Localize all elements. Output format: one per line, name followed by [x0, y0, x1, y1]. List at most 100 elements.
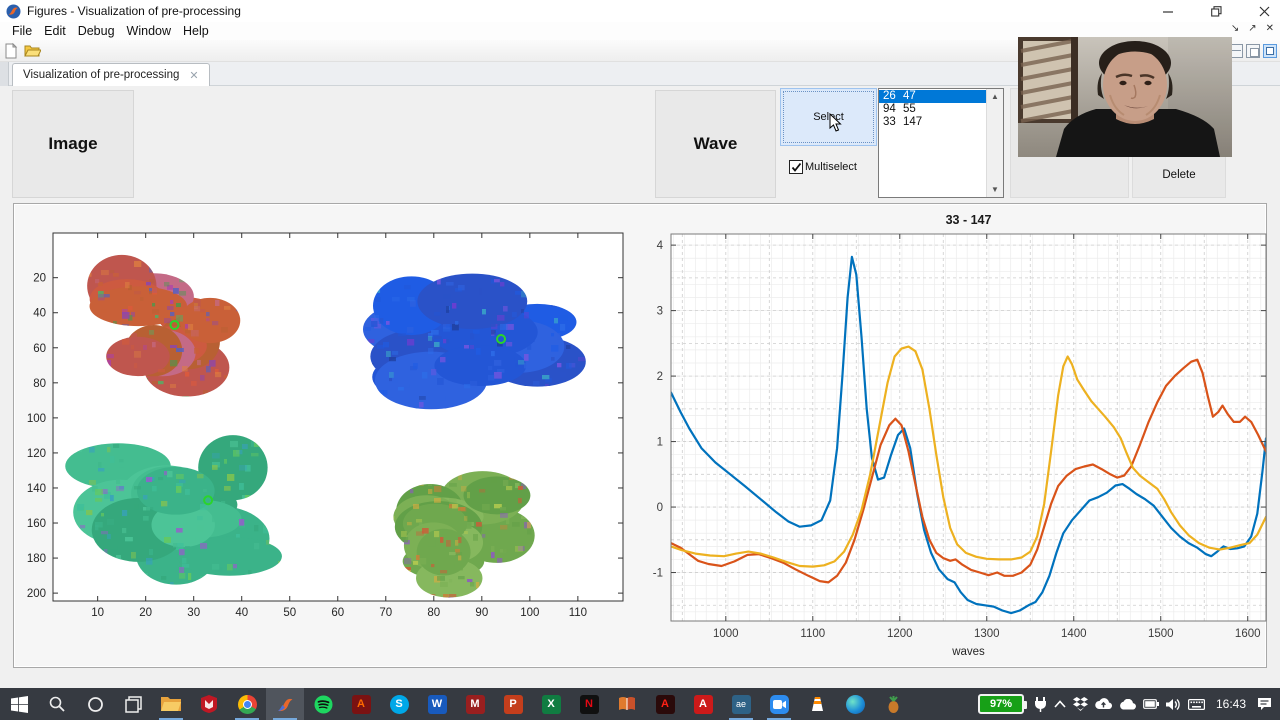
battery-percent-widget[interactable]: 97% — [977, 694, 1027, 714]
tab-scroll-strip[interactable] — [0, 62, 9, 86]
maximize-view-button[interactable] — [1263, 44, 1277, 58]
taskbar-clock[interactable]: 16:43 — [1215, 697, 1246, 711]
edge-button[interactable] — [836, 688, 874, 720]
dropbox-icon[interactable] — [1072, 697, 1088, 711]
action-center-icon[interactable] — [1257, 697, 1272, 711]
title-bar: Figures - Visualization of pre-processin… — [0, 0, 1280, 22]
list-item-1[interactable]: 94 55 — [883, 103, 916, 115]
waves-plot[interactable]: 1000 1100 1200 1300 1400 1500 1600 -1 0 1 2 3 4 33 - … — [646, 204, 1268, 669]
svg-text:100: 100 — [520, 607, 539, 619]
multiselect-control: Multiselect — [789, 160, 857, 174]
mcafee-button[interactable] — [190, 688, 228, 720]
menu-bar: File Edit Debug Window Help — [0, 22, 1280, 40]
image-plot[interactable]: 10 20 30 40 50 60 70 80 90 100 110 20 40 60 80 100 120 14… — [14, 204, 664, 669]
menu-item-debug[interactable]: Debug — [77, 24, 115, 38]
delete-button-label: Delete — [1162, 169, 1196, 181]
svg-text:90: 90 — [475, 607, 488, 619]
figure-content: Image Wave Select Multiselect 26 47 94 55 33… — [0, 86, 1280, 688]
svg-text:80: 80 — [427, 607, 440, 619]
start-button[interactable] — [0, 688, 38, 720]
volume-icon[interactable] — [1165, 698, 1181, 711]
svg-text:waves: waves — [951, 646, 985, 658]
svg-text:1200: 1200 — [887, 628, 913, 640]
menu-item-edit[interactable]: Edit — [44, 24, 66, 38]
svg-text:50: 50 — [283, 607, 296, 619]
restore-button[interactable] — [1208, 3, 1224, 19]
open-file-icon[interactable] — [24, 43, 41, 58]
svg-text:1000: 1000 — [713, 628, 739, 640]
points-listbox[interactable]: 26 47 94 55 33 147 ▲ ▼ — [878, 88, 1004, 198]
webcam-overlay — [1018, 37, 1232, 157]
power-plug-icon[interactable] — [1034, 696, 1047, 712]
books-app-button[interactable] — [608, 688, 646, 720]
video-call-button[interactable] — [760, 688, 798, 720]
app-m-button[interactable]: M — [456, 688, 494, 720]
search-button[interactable] — [38, 688, 76, 720]
select-button[interactable]: Select — [780, 88, 877, 146]
svg-text:1400: 1400 — [1061, 628, 1087, 640]
listbox-scrollbar[interactable]: ▲ ▼ — [986, 89, 1003, 197]
keyboard-icon[interactable] — [1187, 698, 1205, 710]
battery-icon[interactable] — [1143, 699, 1159, 709]
multiselect-label: Multiselect — [805, 161, 857, 173]
svg-text:20: 20 — [139, 607, 152, 619]
close-button[interactable] — [1256, 3, 1272, 19]
svg-text:140: 140 — [27, 483, 46, 495]
undock-figure-icon[interactable]: ↗ — [1248, 23, 1257, 34]
person-face — [1103, 49, 1167, 121]
onedrive-cloud-icon[interactable] — [1119, 698, 1136, 710]
svg-text:120: 120 — [27, 448, 46, 460]
matlab-button[interactable] — [266, 688, 304, 720]
cascade-view-button[interactable] — [1246, 44, 1260, 58]
tab-label: Visualization of pre-processing — [23, 69, 180, 81]
svg-text:3: 3 — [657, 306, 663, 318]
svg-text:-1: -1 — [653, 568, 663, 580]
menu-item-help[interactable]: Help — [183, 24, 209, 38]
dock-figure-icon[interactable]: ↘ — [1230, 23, 1240, 34]
tab-visualization[interactable]: Visualization of pre-processing ✕ — [12, 63, 210, 86]
scroll-up-icon[interactable]: ▲ — [991, 92, 999, 101]
spotify-button[interactable] — [304, 688, 342, 720]
svg-text:200: 200 — [27, 588, 46, 600]
window-title: Figures - Visualization of pre-processin… — [27, 4, 241, 18]
word-button[interactable]: W — [418, 688, 456, 720]
ae-app-button[interactable]: ae — [722, 688, 760, 720]
svg-text:2: 2 — [657, 371, 663, 383]
tab-close-icon[interactable]: ✕ — [189, 69, 199, 82]
excel-button[interactable]: X — [532, 688, 570, 720]
new-figure-icon[interactable] — [3, 42, 19, 59]
menu-item-file[interactable]: File — [12, 24, 33, 38]
list-item-2[interactable]: 33 147 — [883, 116, 923, 128]
file-explorer-button[interactable] — [152, 688, 190, 720]
scroll-down-icon[interactable]: ▼ — [991, 185, 999, 194]
wave-button[interactable]: Wave — [655, 90, 776, 198]
netflix-button[interactable]: N — [570, 688, 608, 720]
svg-text:1100: 1100 — [800, 628, 825, 640]
acrobat-reader-button[interactable]: A — [684, 688, 722, 720]
svg-text:0: 0 — [657, 502, 663, 514]
menu-item-window[interactable]: Window — [126, 24, 172, 38]
powerpoint-button[interactable]: P — [494, 688, 532, 720]
wave-button-label: Wave — [693, 134, 738, 153]
image-button[interactable]: Image — [12, 90, 134, 198]
list-item-0[interactable]: 26 47 — [879, 90, 986, 103]
vlc-button[interactable] — [798, 688, 836, 720]
svg-text:110: 110 — [569, 607, 587, 619]
chrome-button[interactable] — [228, 688, 266, 720]
onedrive-sync-icon[interactable] — [1095, 698, 1112, 710]
tray-expand-chevron[interactable] — [1054, 700, 1066, 708]
cortana-button[interactable] — [76, 688, 114, 720]
svg-text:1: 1 — [657, 437, 663, 449]
task-view-button[interactable] — [114, 688, 152, 720]
svg-text:160: 160 — [27, 518, 46, 530]
acrobat-dark-button[interactable]: A — [646, 688, 684, 720]
plant-app-button[interactable] — [874, 688, 912, 720]
adobe-app-button[interactable]: A — [342, 688, 380, 720]
svg-text:180: 180 — [27, 553, 46, 565]
minimize-button[interactable] — [1160, 3, 1176, 19]
svg-text:20: 20 — [33, 273, 46, 285]
svg-text:33 - 147: 33 - 147 — [946, 213, 992, 227]
skype-button[interactable]: S — [380, 688, 418, 720]
multiselect-checkbox[interactable] — [789, 160, 803, 174]
close-figure-icon[interactable]: ✕ — [1265, 23, 1274, 34]
